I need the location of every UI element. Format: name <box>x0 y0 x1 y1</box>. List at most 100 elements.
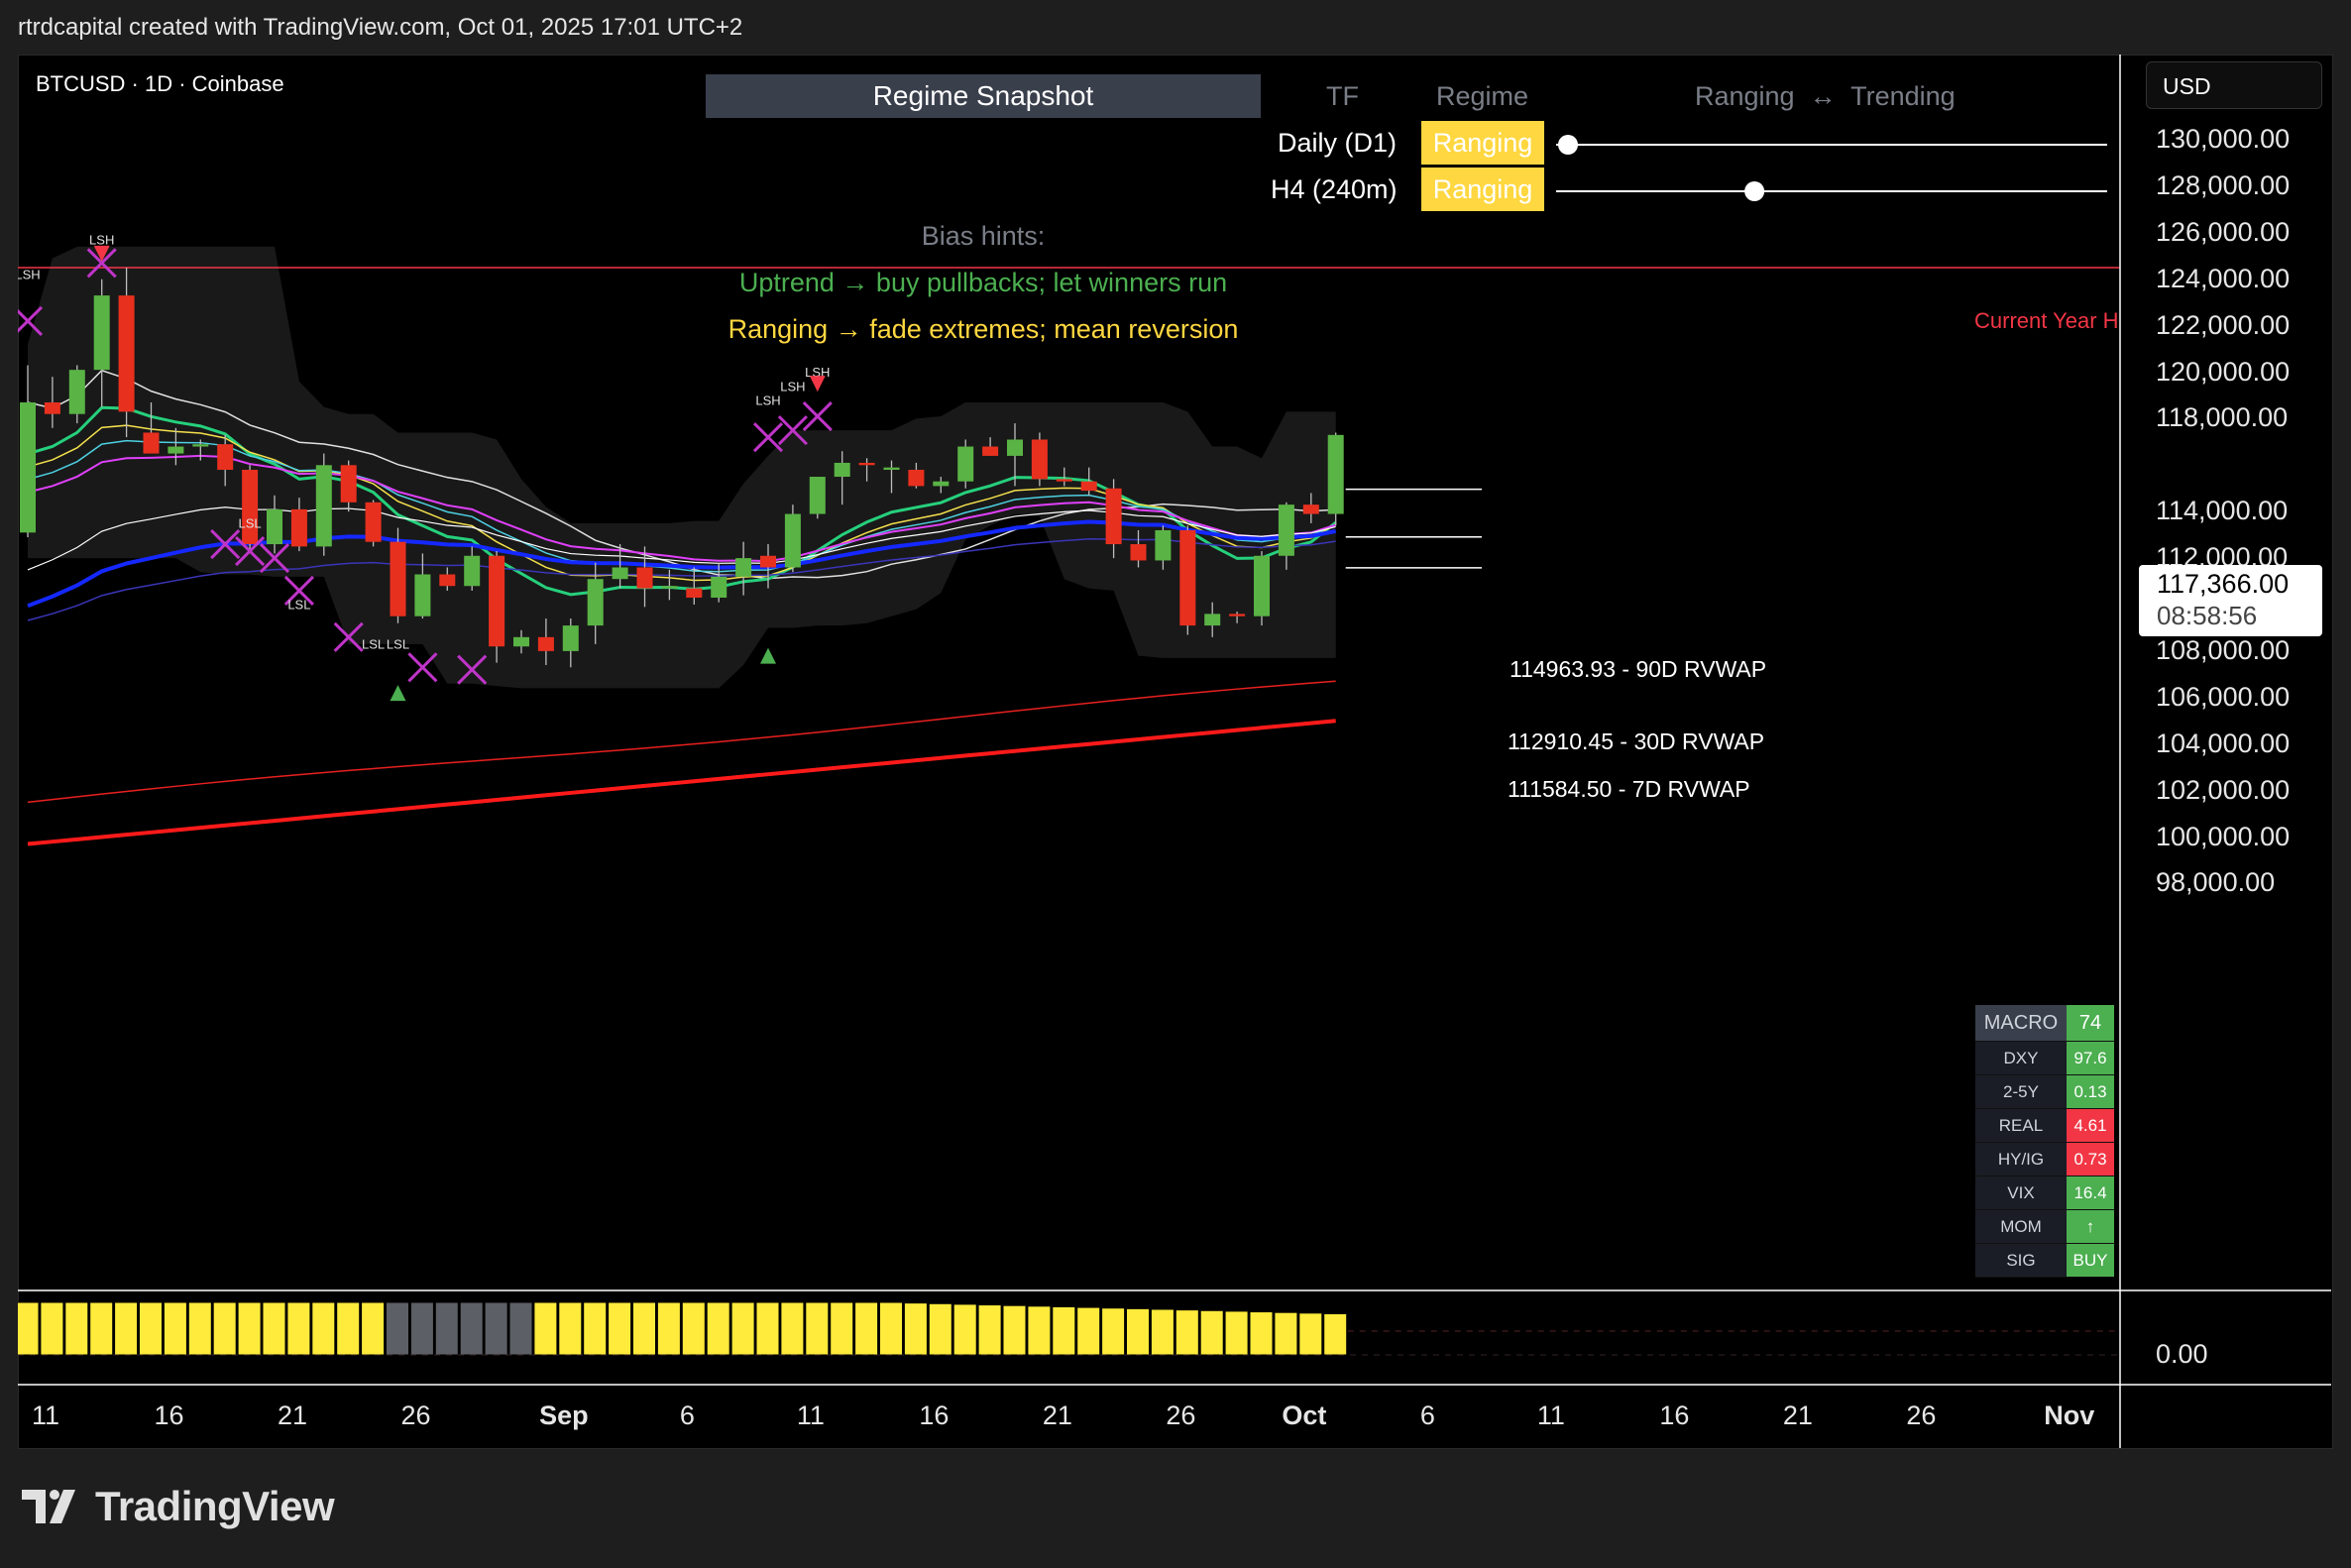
regime-col-regime: Regime <box>1436 81 1529 111</box>
candle-body <box>1031 439 1048 480</box>
oscillator-bar <box>830 1301 854 1356</box>
candle-body <box>1179 529 1196 626</box>
x-tick-label: 16 <box>1659 1400 1690 1430</box>
candle-body <box>192 444 209 447</box>
oscillator-bar <box>361 1301 386 1356</box>
y-tick-label: 126,000.00 <box>2156 216 2291 247</box>
x-tick-label: Sep <box>539 1400 589 1430</box>
macro-row: 2-5Y 0.13 <box>1975 1074 2114 1109</box>
signal-down-triangle-icon <box>809 376 826 392</box>
x-tick-label: 11 <box>1536 1400 1565 1430</box>
swing-label: LSH <box>89 233 114 248</box>
oscillator-bar <box>114 1301 139 1356</box>
oscillator-bar <box>336 1301 361 1356</box>
candle-body <box>760 555 776 568</box>
symbol-title[interactable]: BTCUSD · 1D · Coinbase <box>36 71 284 96</box>
oscillator-bar <box>1199 1309 1224 1356</box>
oscillator-bar <box>1175 1309 1199 1356</box>
candle-body <box>1007 439 1023 456</box>
bias-hint-ranging: Ranging → fade extremes; mean reversion <box>728 314 1239 344</box>
y-tick-label: 120,000.00 <box>2156 356 2291 387</box>
swing-label: LSH <box>780 379 805 393</box>
swing-cross-icon <box>407 652 438 683</box>
regime-row-tf-h4: H4 (240m) <box>1271 174 1398 204</box>
regime-slider-knob <box>1744 181 1765 201</box>
oscillator-bar <box>681 1301 706 1356</box>
oscillator-bar <box>18 1301 40 1356</box>
last-price: 117,366.00 <box>2157 569 2290 599</box>
candle-body <box>1254 555 1270 616</box>
swing-cross-icon <box>86 248 117 279</box>
oscillator-bar <box>163 1301 187 1356</box>
currency-selector[interactable]: USD <box>2146 61 2322 109</box>
oscillator-bar <box>755 1301 780 1356</box>
macro-value: 0.13 <box>2067 1074 2114 1109</box>
candle-body <box>315 465 332 547</box>
oscillator-zero-label: 0.00 <box>2156 1339 2208 1369</box>
candle-body <box>1080 481 1097 492</box>
candle-body <box>217 444 234 470</box>
swing-cross-icon <box>333 621 364 652</box>
macro-value: 0.73 <box>2067 1142 2114 1176</box>
oscillator-bar <box>928 1302 952 1356</box>
macro-key: MACRO <box>1975 1005 2067 1042</box>
macro-key: VIX <box>1975 1176 2067 1210</box>
candle-body <box>858 462 875 466</box>
macro-value: ↑ <box>2067 1209 2114 1244</box>
candle-body <box>439 574 456 587</box>
rvwap-30d-label: 112910.45 - 30D RVWAP <box>1508 728 1765 754</box>
y-tick-label: 108,000.00 <box>2156 634 2291 665</box>
oscillator-bar <box>386 1301 409 1356</box>
macro-row: VIX 16.4 <box>1975 1176 2114 1210</box>
oscillator-bar <box>434 1301 459 1356</box>
macro-value: BUY <box>2067 1243 2114 1278</box>
y-tick-label: 124,000.00 <box>2156 263 2291 293</box>
candle-body <box>464 555 481 587</box>
macro-key: DXY <box>1975 1041 2067 1075</box>
candle-body <box>44 401 60 414</box>
oscillator-bar <box>558 1301 583 1356</box>
x-tick-label: 21 <box>1042 1400 1072 1430</box>
last-price-tag: 117,366.00 08:58:56 <box>2139 565 2322 636</box>
oscillator-bar <box>533 1301 558 1356</box>
regime-slider-knob <box>1558 135 1578 155</box>
macro-value: 97.6 <box>2067 1041 2114 1075</box>
signal-up-triangle-icon <box>390 685 406 702</box>
x-tick-label: Oct <box>1282 1400 1327 1430</box>
candle-body <box>1056 479 1072 482</box>
oscillator-bar <box>139 1301 163 1356</box>
volatility-band <box>28 246 1336 689</box>
oscillator-bar <box>730 1301 755 1356</box>
y-tick-label: 128,000.00 <box>2156 169 2291 200</box>
macro-value: 16.4 <box>2067 1176 2114 1210</box>
macro-value: 74 <box>2067 1005 2114 1042</box>
oscillator-bar <box>879 1301 903 1356</box>
swing-cross-icon <box>18 305 44 336</box>
candle-body <box>957 446 974 482</box>
tradingview-brand[interactable]: TradingView <box>22 1483 335 1530</box>
ma-red-thin-line <box>27 680 1336 804</box>
candle-body <box>267 508 282 545</box>
oscillator-bar <box>508 1301 533 1356</box>
swing-cross-icon <box>259 543 290 574</box>
candle-body <box>933 481 950 487</box>
oscillator-bar <box>1323 1312 1348 1356</box>
candle-body <box>242 469 259 545</box>
candle-body <box>908 469 925 487</box>
candle-body <box>513 636 529 647</box>
x-tick-label: 21 <box>277 1400 308 1430</box>
candle-body <box>735 558 752 577</box>
candle-body <box>636 567 653 589</box>
candle-body <box>93 295 110 371</box>
x-tick-label: 26 <box>1906 1400 1937 1430</box>
candle-body <box>661 586 678 589</box>
rvwap-90d-label: 114963.93 - 90D RVWAP <box>1510 656 1767 682</box>
oscillator-bar <box>952 1303 977 1356</box>
oscillator-bar <box>1027 1305 1052 1356</box>
candle-body <box>562 625 579 651</box>
oscillator-bar <box>64 1301 89 1356</box>
candle-body <box>1278 504 1294 556</box>
y-tick-label: 122,000.00 <box>2156 309 2291 340</box>
candle-body <box>68 370 85 414</box>
